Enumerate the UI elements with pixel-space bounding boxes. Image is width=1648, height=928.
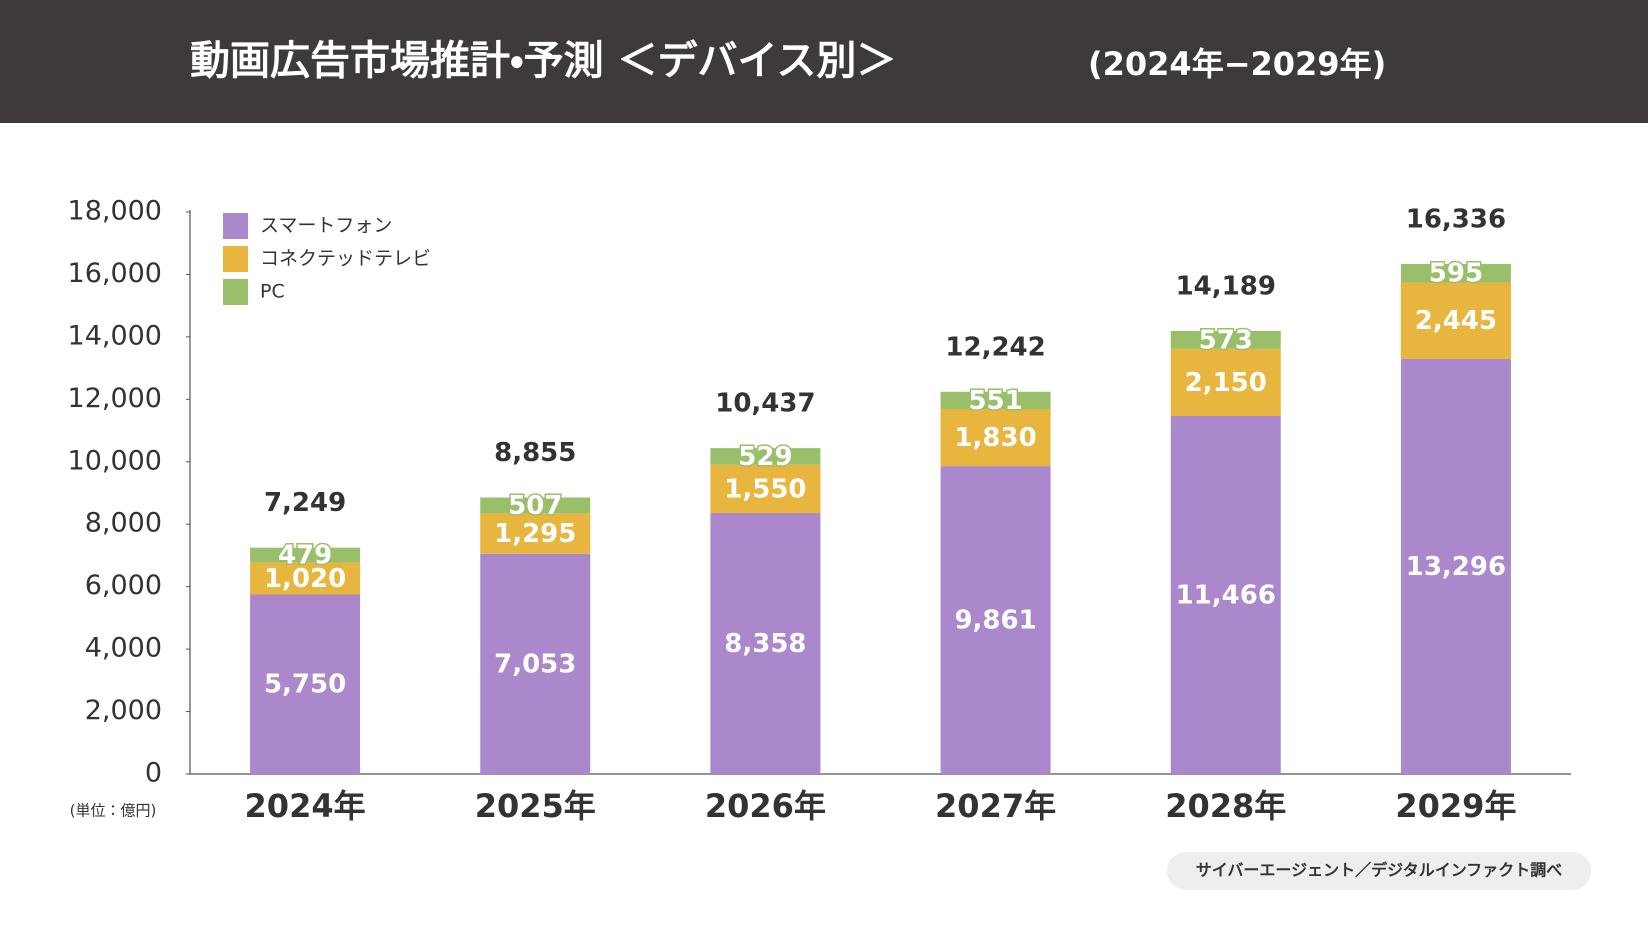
segment-label: 1,830 (954, 423, 1036, 453)
segment-label: 573 (1199, 325, 1253, 355)
total-label: 14,189 (1176, 271, 1276, 301)
y-tick-label: 14,000 (68, 320, 162, 351)
bar-segment (250, 547, 361, 563)
y-tick-label: 18,000 (68, 196, 162, 227)
x-tick-label: 2027年 (935, 787, 1056, 825)
y-tick-label: 12,000 (68, 383, 162, 414)
bar-segment (1400, 358, 1511, 774)
segment-label: 2,150 (1185, 368, 1267, 398)
bar-segment (1170, 330, 1281, 349)
segment-label: 9,861 (954, 606, 1036, 636)
segment-label: 551 (968, 386, 1022, 416)
segment-label: 507 (508, 491, 562, 521)
unit-note: (単位：億円) (70, 802, 157, 820)
segment-label: 11,466 (1176, 581, 1276, 611)
y-tick-label: 10,000 (68, 445, 162, 476)
total-label: 16,336 (1406, 204, 1506, 234)
bar-segment (940, 391, 1051, 409)
legend-swatch (223, 279, 248, 305)
bar-segment (1400, 282, 1511, 359)
x-tick-label: 2026年 (705, 787, 826, 825)
segment-label: 529 (738, 442, 792, 472)
segment-label: 5,750 (264, 670, 346, 700)
bar-segment (1170, 348, 1281, 417)
bar-segment (250, 594, 361, 774)
y-tick-label: 8,000 (85, 508, 162, 539)
segment-label: 479 (278, 541, 332, 571)
total-label: 8,855 (494, 438, 576, 468)
segment-label: 1,295 (494, 519, 576, 549)
y-tick-label: 4,000 (85, 633, 162, 664)
legend-label: PC (260, 281, 285, 303)
bar-segment (250, 562, 361, 595)
legend-label: コネクテッドテレビ (260, 248, 431, 270)
bar-segment (710, 464, 821, 514)
segment-label: 1,550 (724, 474, 806, 504)
y-tick-label: 16,000 (68, 258, 162, 289)
legend-label: スマートフォン (260, 215, 392, 237)
x-tick-label: 2025年 (475, 787, 596, 825)
y-tick-label: 6,000 (85, 570, 162, 601)
header-bar (0, 0, 1648, 123)
segment-label: 7,053 (494, 649, 576, 679)
segment-label: 13,296 (1406, 552, 1506, 582)
bar-segment (1170, 416, 1281, 774)
legend-swatch (223, 213, 248, 239)
legend-swatch (223, 246, 248, 272)
source-pill (1167, 852, 1591, 890)
total-label: 12,242 (945, 332, 1045, 362)
source-note: サイバーエージェント／デジタルインファクト調べ (1196, 861, 1563, 880)
bar-segment (710, 513, 821, 774)
total-label: 10,437 (715, 389, 815, 419)
y-tick-label: 2,000 (85, 695, 162, 726)
segment-label: 1,020 (264, 564, 346, 594)
bar-segment (940, 408, 1051, 467)
bar-segment (710, 448, 821, 465)
bar-segment (940, 466, 1051, 774)
total-label: 7,249 (264, 488, 346, 518)
segment-label: 2,445 (1415, 306, 1497, 336)
x-tick-label: 2029年 (1395, 787, 1516, 825)
x-tick-label: 2024年 (245, 787, 366, 825)
y-tick-label: 0 (145, 758, 162, 789)
x-tick-label: 2028年 (1165, 787, 1286, 825)
chart-title-period: (2024年−2029年) (1088, 45, 1386, 83)
bar-segment (480, 553, 591, 774)
segment-label: 595 (1429, 259, 1483, 289)
segment-label: 8,358 (724, 629, 806, 659)
chart-title: 動画広告市場推計・予測 ＜デバイス別＞ (190, 38, 896, 84)
bar-segment (480, 513, 591, 554)
bar-segment (1400, 263, 1511, 283)
bar-segment (480, 497, 591, 514)
